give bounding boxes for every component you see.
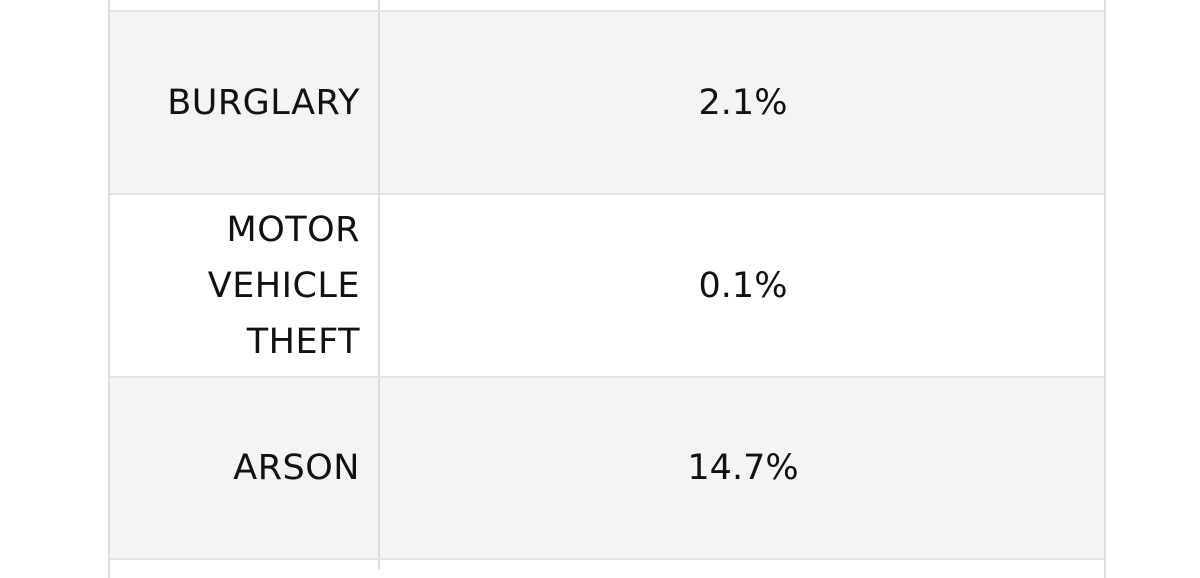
- partial-row: [108, 558, 1106, 569]
- table-row: MOTOR VEHICLE THEFT 0.1%: [108, 193, 1106, 376]
- table-row: ARSON 14.7%: [108, 376, 1106, 558]
- label-cell: [108, 0, 380, 10]
- partial-row: [108, 0, 1106, 10]
- row-value: 2.1%: [698, 82, 788, 123]
- table-frame: [108, 0, 1106, 578]
- row-value: 0.1%: [698, 265, 788, 306]
- row-value: 14.7%: [687, 448, 799, 488]
- label-cell: [108, 560, 380, 569]
- table-row: BURGLARY 2.1%: [108, 10, 1106, 193]
- row-label: MOTOR VEHICLE THEFT: [108, 195, 380, 376]
- row-label: BURGLARY: [108, 12, 380, 193]
- row-label: ARSON: [108, 378, 380, 558]
